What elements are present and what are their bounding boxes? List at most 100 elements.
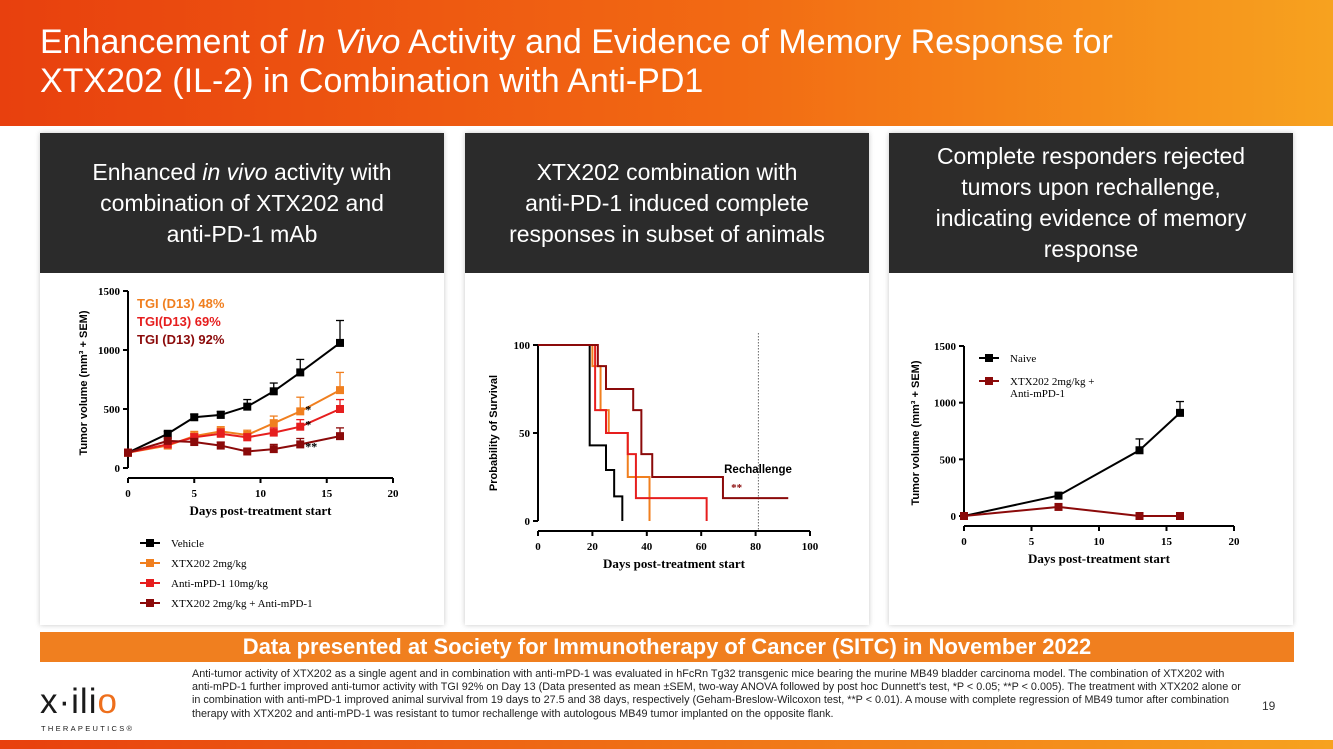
- footnote: Anti-tumor activity of XTX202 as a singl…: [192, 668, 1241, 720]
- x-axis-label: Days post-treatment start: [1028, 551, 1171, 566]
- logo-wordmark: x·ilio: [40, 683, 118, 721]
- x-tick-label: 100: [802, 541, 819, 553]
- legend-marker: [146, 599, 154, 607]
- y-tick-label: 500: [940, 454, 957, 466]
- data-point: [269, 445, 278, 454]
- legend-marker: [985, 354, 993, 362]
- legend-label: XTX202 2mg/kg: [171, 558, 247, 570]
- data-point: [269, 428, 278, 437]
- x-tick-label: 5: [1029, 536, 1035, 548]
- legend-label: Anti-mPD-1 10mg/kg: [171, 578, 268, 590]
- y-tick-label: 0: [951, 511, 957, 523]
- y-tick-label: 50: [519, 428, 531, 440]
- x-tick-label: 40: [641, 541, 653, 553]
- x-tick-label: 5: [192, 488, 198, 500]
- data-point: [296, 368, 305, 377]
- heading-text: Enhanced: [92, 158, 203, 185]
- data-point: [216, 410, 225, 419]
- y-tick-label: 500: [104, 404, 121, 416]
- panel-1-heading: Enhanced in vivo activity with combinati…: [40, 133, 444, 273]
- x-tick-label: 80: [750, 541, 762, 553]
- rechallenge-label: Rechallenge: [724, 464, 792, 476]
- tgi-annotation: TGI (D13) 92%: [137, 332, 225, 347]
- data-point: [190, 433, 199, 442]
- data-point: [216, 429, 225, 438]
- y-axis-label: Tumor volume (mm³ + SEM): [910, 360, 922, 505]
- heading-text: combination of XTX202 and: [100, 189, 384, 216]
- series-line: [127, 408, 341, 454]
- data-point: [243, 447, 252, 456]
- data-point: [296, 407, 305, 416]
- y-axis-label: Tumor volume (mm³ + SEM): [78, 310, 90, 455]
- panel-survival: XTX202 combination with anti-PD-1 induce…: [465, 133, 869, 625]
- data-point: [336, 405, 344, 413]
- significance-marker: *: [305, 418, 311, 432]
- heading-text: activity with: [267, 158, 392, 185]
- y-tick-label: 1000: [98, 345, 121, 357]
- legend-marker: [146, 559, 154, 567]
- data-point: [269, 387, 278, 396]
- x-tick-label: 20: [587, 541, 599, 553]
- x-tick-label: 0: [535, 541, 541, 553]
- tgi-annotation: TGI(D13) 69%: [137, 314, 221, 329]
- survival-curve: [538, 344, 624, 521]
- legend-label: XTX202 2mg/kg +: [1010, 376, 1094, 388]
- xilio-logo: x·ilio THERAPEUTICS®: [40, 683, 160, 737]
- significance-marker: *: [305, 402, 311, 416]
- data-point: [124, 448, 132, 457]
- significance-marker: **: [305, 439, 317, 453]
- y-tick-label: 100: [514, 340, 531, 352]
- heading-text: XTX202 combination with: [536, 158, 798, 185]
- logo-subtitle: THERAPEUTICS®: [41, 724, 135, 733]
- panel-3-heading: Complete responders rejected tumors upon…: [889, 133, 1293, 273]
- legend-marker: [146, 539, 154, 547]
- legend-label: Vehicle: [171, 538, 204, 550]
- data-point: [269, 419, 278, 428]
- legend-label: XTX202 2mg/kg + Anti-mPD-1: [171, 598, 313, 610]
- x-axis-label: Days post-treatment start: [189, 503, 332, 518]
- footer-bar: [0, 740, 1333, 749]
- legend-marker: [146, 579, 154, 587]
- panel-rechallenge: Complete responders rejected tumors upon…: [889, 133, 1293, 625]
- heading-text: tumors upon rechallenge,: [961, 174, 1221, 200]
- y-tick-label: 1500: [934, 341, 957, 353]
- data-point: [336, 432, 344, 441]
- data-point: [243, 433, 252, 442]
- data-point: [296, 440, 305, 449]
- x-tick-label: 10: [1094, 536, 1106, 548]
- x-tick-label: 15: [1161, 536, 1173, 548]
- panel-tumor-volume: Enhanced in vivo activity with combinati…: [40, 133, 444, 625]
- data-point: [163, 436, 172, 445]
- x-tick-label: 0: [125, 488, 131, 500]
- x-tick-label: 10: [255, 488, 267, 500]
- heading-text: Complete responders rejected: [936, 143, 1246, 169]
- y-tick-label: 1500: [98, 286, 121, 298]
- title-part: Enhancement of: [40, 23, 298, 61]
- survival-curve: [538, 344, 651, 521]
- data-point: [960, 512, 968, 520]
- y-tick-label: 0: [115, 463, 121, 475]
- logo-text-accent: o: [97, 682, 118, 721]
- data-point: [296, 422, 305, 431]
- heading-text: response: [1043, 236, 1139, 262]
- series-line: [127, 435, 341, 454]
- sitc-banner: Data presented at Society for Immunother…: [40, 632, 1294, 662]
- data-point: [336, 386, 344, 395]
- logo-text: x·ili: [40, 682, 98, 721]
- panel-2-heading: XTX202 combination with anti-PD-1 induce…: [465, 133, 869, 273]
- title-line-2: XTX202 (IL-2) in Combination with Anti-P…: [40, 62, 704, 100]
- y-tick-label: 0: [525, 516, 531, 528]
- heading-text-italic: in vivo: [202, 158, 268, 185]
- data-point: [1054, 491, 1063, 500]
- legend-label: Anti-mPD-1: [1010, 388, 1065, 400]
- data-point: [1176, 512, 1184, 520]
- page-number: 19: [1262, 699, 1276, 713]
- survival-curve: [538, 344, 789, 500]
- title-part: Activity and Evidence of Memory Response…: [400, 23, 1113, 61]
- chart-rechallenge: 0 500 1000 1500 0 5 10 15 20 Days post-treatment …: [910, 341, 1240, 566]
- series-line: [963, 505, 1180, 517]
- tgi-annotation: TGI (D13) 48%: [137, 296, 225, 311]
- survival-curve: [538, 344, 708, 521]
- heading-text: anti-PD-1 induced complete: [525, 189, 809, 216]
- heading-text: responses in subset of animals: [509, 220, 825, 247]
